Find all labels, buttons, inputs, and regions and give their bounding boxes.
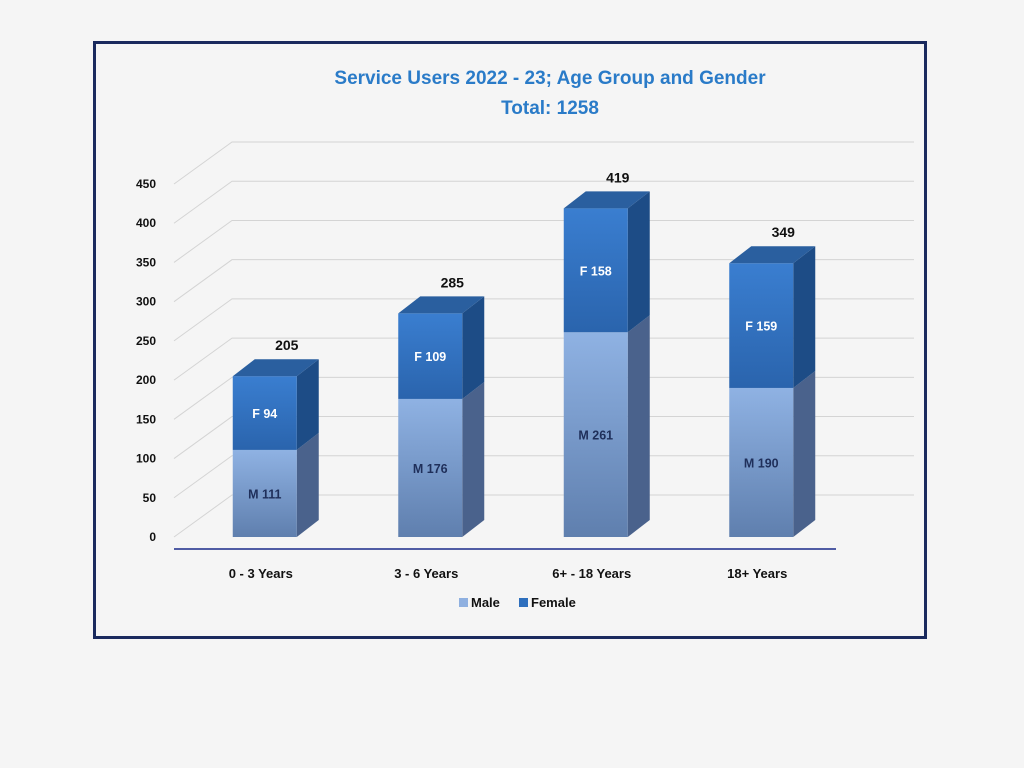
x-tick-label: 6+ - 18 Years xyxy=(552,566,631,581)
gridline xyxy=(173,376,914,420)
y-tick-label: 0 xyxy=(149,530,156,544)
bar-side-female xyxy=(296,359,319,450)
data-label-female: F 94 xyxy=(252,407,277,421)
gridline xyxy=(173,259,914,303)
bar-side-female xyxy=(462,296,485,399)
data-label-male: M 176 xyxy=(413,462,448,476)
data-label-male: M 261 xyxy=(578,429,613,443)
y-tick-label: 450 xyxy=(136,177,156,191)
bar-male xyxy=(729,387,794,537)
bar-side-male xyxy=(296,432,319,537)
chart: Service Users 2022 - 23; Age Group and G… xyxy=(136,68,914,610)
gridline xyxy=(173,455,914,499)
bar-side-male xyxy=(627,315,650,537)
bar-group: M 176 F 109 285 xyxy=(398,274,485,537)
x-tick-label: 3 - 6 Years xyxy=(394,566,458,581)
chart-title: Service Users 2022 - 23; Age Group and G… xyxy=(334,68,766,89)
gridline xyxy=(173,219,914,263)
bar-male xyxy=(563,332,628,537)
data-label-female: F 109 xyxy=(414,350,446,364)
y-tick-label: 50 xyxy=(143,491,157,505)
gridline xyxy=(173,141,914,185)
y-tick-label: 300 xyxy=(136,295,156,309)
gridline xyxy=(173,337,914,381)
data-label-female: F 158 xyxy=(580,264,612,278)
y-tick-label: 200 xyxy=(136,373,156,387)
bar-group: M 190 F 159 349 xyxy=(729,224,816,537)
x-tick-label: 0 - 3 Years xyxy=(229,566,293,581)
y-tick-label: 150 xyxy=(136,412,156,426)
legend-swatch xyxy=(519,598,528,607)
bar-group: M 111 F 94 205 xyxy=(232,337,319,537)
chart-subtitle: Total: 1258 xyxy=(501,98,599,119)
gridline xyxy=(173,416,914,459)
data-label-total: 205 xyxy=(275,337,299,353)
bar-top xyxy=(729,246,816,264)
legend-label: Male xyxy=(471,595,500,610)
y-tick-label: 250 xyxy=(136,334,156,348)
bar-male xyxy=(398,398,463,537)
bar-group: M 261 F 158 419 xyxy=(563,169,650,537)
bar-side-female xyxy=(793,246,816,388)
data-label-total: 349 xyxy=(772,224,796,240)
y-tick-label: 100 xyxy=(136,452,156,466)
data-label-male: M 190 xyxy=(744,456,779,470)
bar-side-female xyxy=(627,191,650,333)
data-label-female: F 159 xyxy=(745,320,777,334)
legend-swatch xyxy=(459,598,468,607)
bar-female xyxy=(398,313,463,399)
gridline xyxy=(173,180,914,224)
bar-male xyxy=(232,449,297,537)
data-label-male: M 111 xyxy=(248,487,281,501)
bar-female xyxy=(729,263,794,388)
bar-side-male xyxy=(793,370,816,537)
y-tick-label: 400 xyxy=(136,216,156,230)
bar-side-male xyxy=(462,381,485,537)
bar-female xyxy=(232,376,297,450)
chart-frame: Service Users 2022 - 23; Age Group and G… xyxy=(93,41,927,639)
x-tick-label: 18+ Years xyxy=(727,566,787,581)
data-label-total: 419 xyxy=(606,169,630,185)
gridline xyxy=(173,494,914,538)
data-label-total: 285 xyxy=(441,274,465,290)
gridline xyxy=(173,298,914,342)
bar-top xyxy=(398,296,485,314)
y-tick-label: 350 xyxy=(136,255,156,269)
bar-top xyxy=(563,191,650,209)
bar-female xyxy=(563,208,628,333)
bar-top xyxy=(232,359,319,377)
legend-label: Female xyxy=(531,595,576,610)
